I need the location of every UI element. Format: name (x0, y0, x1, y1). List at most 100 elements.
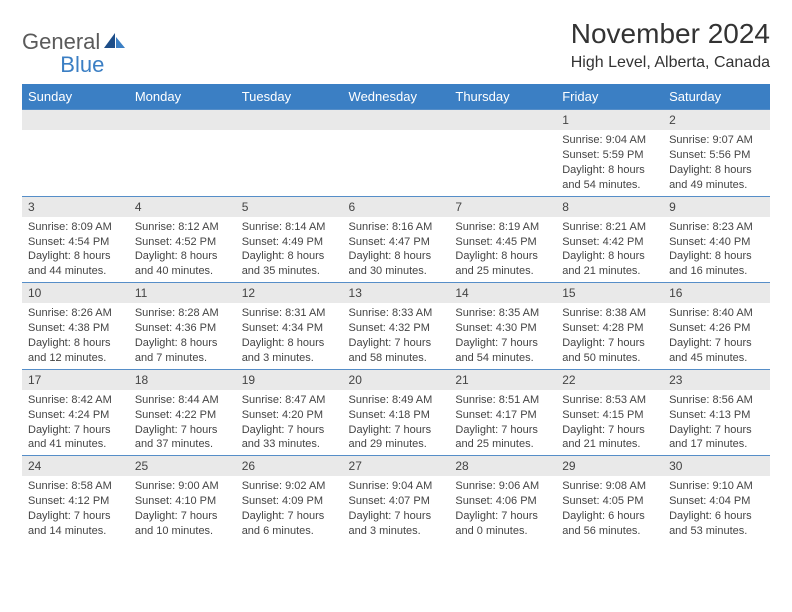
daylight2-text: and 0 minutes. (455, 524, 550, 539)
day-body: Sunrise: 9:04 AMSunset: 4:07 PMDaylight:… (343, 476, 450, 541)
day-number: 12 (236, 283, 343, 303)
logo-sail-icon (104, 31, 126, 54)
day-body: Sunrise: 8:21 AMSunset: 4:42 PMDaylight:… (556, 217, 663, 282)
daylight2-text: and 49 minutes. (669, 178, 764, 193)
calendar-cell: 1Sunrise: 9:04 AMSunset: 5:59 PMDaylight… (556, 110, 663, 197)
day-number: 11 (129, 283, 236, 303)
day-body: Sunrise: 8:35 AMSunset: 4:30 PMDaylight:… (449, 303, 556, 368)
daylight2-text: and 14 minutes. (28, 524, 123, 539)
sunrise-text: Sunrise: 9:02 AM (242, 479, 337, 494)
daylight1-text: Daylight: 7 hours (135, 509, 230, 524)
day-body: Sunrise: 9:00 AMSunset: 4:10 PMDaylight:… (129, 476, 236, 541)
calendar-cell: 17Sunrise: 8:42 AMSunset: 4:24 PMDayligh… (22, 369, 129, 456)
sunrise-text: Sunrise: 8:19 AM (455, 220, 550, 235)
daylight1-text: Daylight: 8 hours (135, 249, 230, 264)
day-number: 3 (22, 197, 129, 217)
daylight1-text: Daylight: 7 hours (28, 423, 123, 438)
calendar-cell: 4Sunrise: 8:12 AMSunset: 4:52 PMDaylight… (129, 196, 236, 283)
daylight2-text: and 3 minutes. (242, 351, 337, 366)
calendar-cell: 25Sunrise: 9:00 AMSunset: 4:10 PMDayligh… (129, 456, 236, 542)
sunrise-text: Sunrise: 8:58 AM (28, 479, 123, 494)
calendar-cell: 3Sunrise: 8:09 AMSunset: 4:54 PMDaylight… (22, 196, 129, 283)
sunset-text: Sunset: 4:49 PM (242, 235, 337, 250)
day-body: Sunrise: 8:28 AMSunset: 4:36 PMDaylight:… (129, 303, 236, 368)
day-body: Sunrise: 8:53 AMSunset: 4:15 PMDaylight:… (556, 390, 663, 455)
daylight1-text: Daylight: 7 hours (349, 509, 444, 524)
day-number (343, 110, 450, 130)
sunset-text: Sunset: 4:34 PM (242, 321, 337, 336)
calendar-cell (236, 110, 343, 197)
sunrise-text: Sunrise: 8:33 AM (349, 306, 444, 321)
sunrise-text: Sunrise: 9:08 AM (562, 479, 657, 494)
daylight1-text: Daylight: 7 hours (135, 423, 230, 438)
daylight2-text: and 58 minutes. (349, 351, 444, 366)
day-body: Sunrise: 9:06 AMSunset: 4:06 PMDaylight:… (449, 476, 556, 541)
sunrise-text: Sunrise: 9:00 AM (135, 479, 230, 494)
daylight2-text: and 30 minutes. (349, 264, 444, 279)
day-number: 27 (343, 456, 450, 476)
daylight1-text: Daylight: 8 hours (28, 336, 123, 351)
day-number: 1 (556, 110, 663, 130)
daylight2-text: and 16 minutes. (669, 264, 764, 279)
weekday-header: Friday (556, 84, 663, 110)
daylight1-text: Daylight: 8 hours (242, 249, 337, 264)
day-number: 9 (663, 197, 770, 217)
daylight1-text: Daylight: 8 hours (669, 163, 764, 178)
day-number: 28 (449, 456, 556, 476)
daylight2-text: and 44 minutes. (28, 264, 123, 279)
sunrise-text: Sunrise: 8:12 AM (135, 220, 230, 235)
day-number: 30 (663, 456, 770, 476)
day-body: Sunrise: 9:02 AMSunset: 4:09 PMDaylight:… (236, 476, 343, 541)
calendar-cell: 21Sunrise: 8:51 AMSunset: 4:17 PMDayligh… (449, 369, 556, 456)
day-body: Sunrise: 8:51 AMSunset: 4:17 PMDaylight:… (449, 390, 556, 455)
day-number: 19 (236, 370, 343, 390)
day-number: 17 (22, 370, 129, 390)
sunset-text: Sunset: 4:20 PM (242, 408, 337, 423)
daylight1-text: Daylight: 7 hours (242, 509, 337, 524)
calendar-cell: 30Sunrise: 9:10 AMSunset: 4:04 PMDayligh… (663, 456, 770, 542)
daylight1-text: Daylight: 8 hours (349, 249, 444, 264)
day-number: 4 (129, 197, 236, 217)
calendar-cell (449, 110, 556, 197)
sunset-text: Sunset: 4:13 PM (669, 408, 764, 423)
daylight2-text: and 40 minutes. (135, 264, 230, 279)
calendar-cell: 22Sunrise: 8:53 AMSunset: 4:15 PMDayligh… (556, 369, 663, 456)
calendar-cell: 15Sunrise: 8:38 AMSunset: 4:28 PMDayligh… (556, 283, 663, 370)
sunset-text: Sunset: 4:24 PM (28, 408, 123, 423)
sunrise-text: Sunrise: 8:28 AM (135, 306, 230, 321)
sunset-text: Sunset: 4:28 PM (562, 321, 657, 336)
sunrise-text: Sunrise: 8:40 AM (669, 306, 764, 321)
day-number (449, 110, 556, 130)
day-number: 15 (556, 283, 663, 303)
sunset-text: Sunset: 4:15 PM (562, 408, 657, 423)
daylight2-text: and 12 minutes. (28, 351, 123, 366)
logo-word2: Blue (60, 52, 104, 78)
sunset-text: Sunset: 5:56 PM (669, 148, 764, 163)
calendar-cell: 14Sunrise: 8:35 AMSunset: 4:30 PMDayligh… (449, 283, 556, 370)
daylight2-text: and 21 minutes. (562, 437, 657, 452)
logo: General Blue (22, 18, 104, 66)
daylight2-text: and 17 minutes. (669, 437, 764, 452)
calendar-table: Sunday Monday Tuesday Wednesday Thursday… (22, 84, 770, 542)
daylight2-text: and 54 minutes. (562, 178, 657, 193)
daylight2-text: and 37 minutes. (135, 437, 230, 452)
day-number: 13 (343, 283, 450, 303)
calendar-cell: 24Sunrise: 8:58 AMSunset: 4:12 PMDayligh… (22, 456, 129, 542)
sunrise-text: Sunrise: 8:09 AM (28, 220, 123, 235)
calendar-cell: 6Sunrise: 8:16 AMSunset: 4:47 PMDaylight… (343, 196, 450, 283)
daylight1-text: Daylight: 7 hours (669, 336, 764, 351)
calendar-cell: 7Sunrise: 8:19 AMSunset: 4:45 PMDaylight… (449, 196, 556, 283)
sunrise-text: Sunrise: 8:26 AM (28, 306, 123, 321)
day-number: 16 (663, 283, 770, 303)
daylight2-text: and 29 minutes. (349, 437, 444, 452)
calendar-cell: 8Sunrise: 8:21 AMSunset: 4:42 PMDaylight… (556, 196, 663, 283)
day-number: 24 (22, 456, 129, 476)
daylight1-text: Daylight: 8 hours (135, 336, 230, 351)
day-number: 22 (556, 370, 663, 390)
daylight1-text: Daylight: 7 hours (455, 423, 550, 438)
day-body: Sunrise: 8:44 AMSunset: 4:22 PMDaylight:… (129, 390, 236, 455)
daylight1-text: Daylight: 6 hours (562, 509, 657, 524)
day-body: Sunrise: 8:49 AMSunset: 4:18 PMDaylight:… (343, 390, 450, 455)
sunset-text: Sunset: 4:04 PM (669, 494, 764, 509)
daylight2-text: and 3 minutes. (349, 524, 444, 539)
